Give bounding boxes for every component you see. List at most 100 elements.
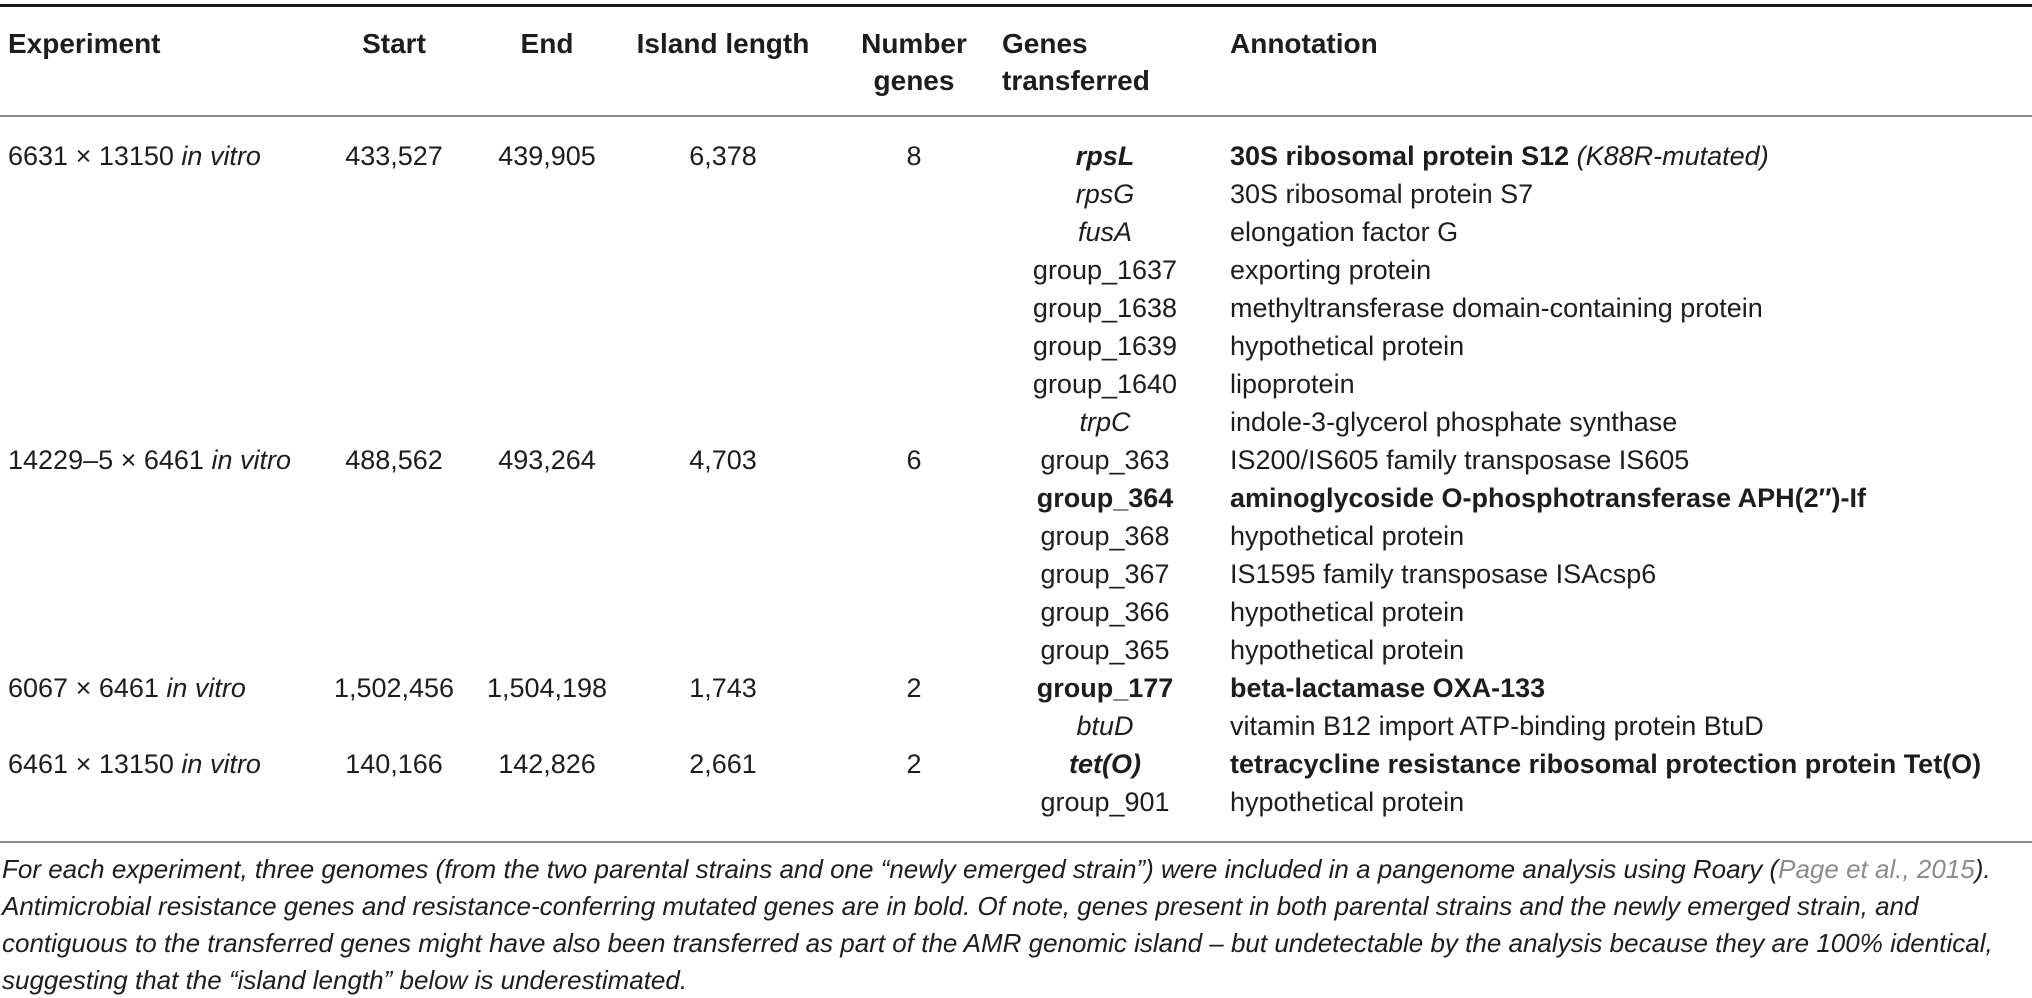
annotation-text: hypothetical protein [1230,521,1465,551]
annotation-text: IS1595 family transposase ISAcsp6 [1230,559,1657,589]
gene-name: group_1638 [1032,293,1178,323]
column-header-number-genes-line1: Number [861,28,967,59]
annotation-cell: vitamin B12 import ATP-binding protein B… [1212,707,2032,745]
gene-name-cell: group_177 [998,669,1212,707]
island-length-cell: 4,703 [689,445,757,475]
annotation-cell: methyltransferase domain-containing prot… [1212,289,2032,327]
table-row: group_1637 exporting protein [0,251,2032,289]
experiment-cell: 14229–5 × 6461 in vitro [0,441,310,479]
gene-name-cell: group_1639 [998,327,1212,365]
gene-name-cell: group_365 [998,631,1212,669]
start-cell: 1,502,456 [333,673,455,703]
gene-name-cell: group_364 [998,479,1212,517]
gene-name: btuD [1076,711,1134,741]
gene-name: group_368 [1040,521,1170,551]
number-genes-cell: 2 [906,749,922,779]
experiment-label: 14229–5 × 6461 [8,445,212,475]
gene-name: group_1637 [1032,255,1178,285]
column-header-number-genes-line2: genes [873,65,955,96]
number-genes-cell: 2 [906,673,922,703]
number-genes-cell: 6 [906,445,922,475]
annotation-text: beta-lactamase OXA-133 [1230,673,1546,703]
annotation-text: hypothetical protein [1230,635,1465,665]
annotation-cell: 30S ribosomal protein S7 [1212,175,2032,213]
experiment-label: 6461 × 13150 [8,749,182,779]
gene-name: group_366 [1040,597,1170,627]
table-header-row: Experiment Start End Island length Numbe… [0,7,2032,115]
end-cell: 142,826 [498,749,596,779]
footnote-text-after-citation: ). Antimicrobial resistance genes and re… [2,854,1993,995]
gene-name-cell: trpC [998,403,1212,441]
annotation-text: tetracycline resistance ribosomal protec… [1230,749,1982,779]
start-cell: 140,166 [345,749,443,779]
annotation-cell: hypothetical protein [1212,783,2032,821]
column-header-experiment: Experiment [8,28,161,59]
annotation-text: 30S ribosomal protein S12 [1230,141,1570,171]
footnote-text-before-citation: For each experiment, three genomes (from… [2,854,1779,884]
gene-name: group_365 [1040,635,1170,665]
gene-name-cell: group_1638 [998,289,1212,327]
annotation-cell: beta-lactamase OXA-133 [1212,669,2032,707]
annotation-text: elongation factor G [1230,217,1459,247]
gene-name: group_364 [1036,483,1174,513]
experiment-condition-label: in vitro [181,749,261,779]
gene-name: fusA [1077,217,1133,247]
experiment-label: 6067 × 6461 [8,673,167,703]
citation-link[interactable]: Page et al., 2015 [1778,854,1975,884]
annotation-text: IS200/IS605 family transposase IS605 [1230,445,1690,475]
gene-name: rpsL [1075,141,1135,171]
table-row: group_368 hypothetical protein [0,517,2032,555]
annotation-cell: IS1595 family transposase ISAcsp6 [1212,555,2032,593]
annotation-text: vitamin B12 import ATP-binding protein B… [1230,711,1764,741]
end-cell: 493,264 [498,445,596,475]
annotation-cell: tetracycline resistance ribosomal protec… [1212,745,2032,783]
table-row: group_365 hypothetical protein [0,631,2032,669]
gene-name-cell: tet(O) [998,745,1212,783]
table-top-rule [0,4,2032,7]
table-row: btuD vitamin B12 import ATP-binding prote… [0,707,2032,745]
gene-name: group_177 [1036,673,1174,703]
annotation-text: hypothetical protein [1230,787,1465,817]
gene-name: group_363 [1040,445,1170,475]
island-length-cell: 2,661 [689,749,757,779]
experiment-condition-label: in vitro [166,673,246,703]
gene-name: tet(O) [1069,749,1141,779]
annotation-text: aminoglycoside O-phosphotransferase APH(… [1230,483,1867,513]
table-footnote: For each experiment, three genomes (from… [0,851,2032,998]
table-row: group_367 IS1595 family transposase ISAcs… [0,555,2032,593]
annotation-text: indole-3-glycerol phosphate synthase [1230,407,1678,437]
header-separator-rule [0,115,2032,117]
annotation-text: exporting protein [1230,255,1432,285]
annotation-cell: exporting protein [1212,251,2032,289]
column-header-genes-transferred-line2: transferred [1002,65,1150,96]
table-row: 6461 × 13150 in vitro 140,166 142,826 2,661… [0,745,2032,783]
table-body: 6631 × 13150 in vitro 433,527 439,905 6,378… [0,117,2032,841]
column-header-end: End [520,28,574,59]
gene-name-cell: fusA [998,213,1212,251]
gene-name-cell: group_901 [998,783,1212,821]
annotation-cell: 30S ribosomal protein S12 (K88R-mutated) [1212,137,2032,175]
gene-name-cell: group_1637 [998,251,1212,289]
annotation-cell: aminoglycoside O-phosphotransferase APH(… [1212,479,2032,517]
gene-name: trpC [1079,407,1131,437]
column-header-number-genes: Number genes [830,25,998,115]
experiment-cell: 6631 × 13150 in vitro [0,137,310,175]
experiment-condition-label: in vitro [181,141,261,171]
table-row: rpsG 30S ribosomal protein S7 [0,175,2032,213]
annotation-text: hypothetical protein [1230,331,1465,361]
gene-name-cell: group_363 [998,441,1212,479]
gene-name: group_901 [1040,787,1170,817]
annotation-cell: elongation factor G [1212,213,2032,251]
gene-name-cell: btuD [998,707,1212,745]
annotation-cell: lipoprotein [1212,365,2032,403]
table-row: group_1639 hypothetical protein [0,327,2032,365]
experiment-condition-label: in vitro [211,445,291,475]
gene-name-cell: group_368 [998,517,1212,555]
island-length-cell: 6,378 [689,141,757,171]
gene-name: group_1639 [1032,331,1178,361]
experiment-cell: 6461 × 13150 in vitro [0,745,310,783]
table-row: 6067 × 6461 in vitro 1,502,456 1,504,198 1,… [0,669,2032,707]
experiment-label: 6631 × 13150 [8,141,182,171]
table-row: fusA elongation factor G [0,213,2032,251]
